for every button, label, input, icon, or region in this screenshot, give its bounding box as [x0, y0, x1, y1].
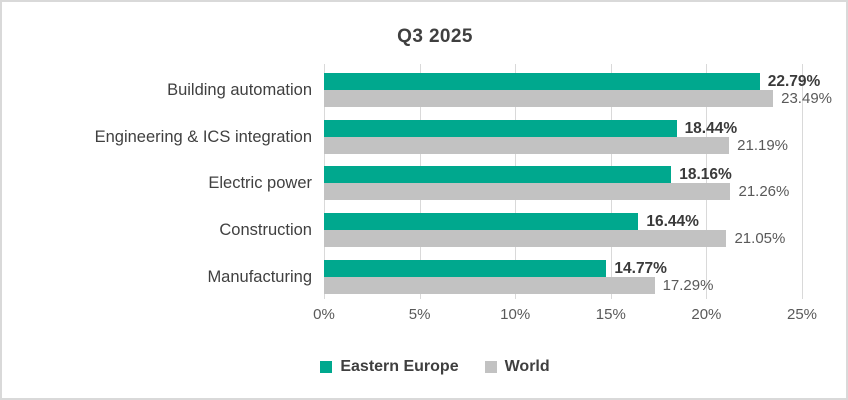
legend-label: World — [504, 358, 550, 375]
bar-eastern-europe — [324, 259, 607, 277]
value-label-eastern-europe: 14.77% — [614, 259, 667, 277]
category-label: Electric power — [208, 174, 312, 193]
bar-eastern-europe — [324, 213, 639, 231]
gridline — [802, 64, 803, 299]
bar-eastern-europe — [324, 73, 760, 90]
category-label: Engineering & ICS integration — [94, 127, 312, 146]
value-label-eastern-europe: 16.44% — [646, 213, 699, 231]
y-axis-category-labels: Building automation Engineering & ICS int… — [2, 2, 312, 398]
bar-world — [324, 183, 731, 201]
legend: Eastern Europe World — [2, 358, 846, 376]
bar-world — [324, 90, 774, 107]
value-label-eastern-europe: 18.44% — [684, 119, 738, 137]
x-axis-tick-label: 5% — [408, 306, 431, 323]
bar-world — [324, 276, 655, 294]
chart-title: Q3 2025 — [397, 26, 473, 47]
x-axis-tick-label: 15% — [595, 306, 626, 323]
category-label: Manufacturing — [207, 267, 312, 286]
legend-swatch-icon — [320, 361, 333, 373]
plot-area: 22.79% 18.44% 18.16% 16.44% 14.77% 23.49% 21.1… — [324, 64, 832, 299]
category-label: Construction — [219, 221, 312, 240]
bar-eastern-europe — [324, 119, 677, 137]
x-axis-tick-label: 10% — [500, 306, 531, 323]
value-label-eastern-europe: 22.79% — [767, 73, 821, 90]
x-axis-tick-label: 20% — [691, 306, 722, 323]
legend-item-world: World — [484, 358, 550, 376]
gridline — [706, 64, 708, 299]
category-label: Building automation — [167, 81, 312, 99]
x-axis-tick-label: 25% — [786, 306, 818, 323]
value-label-world: 23.49% — [781, 90, 832, 107]
legend-item-eastern-europe: Eastern Europe — [320, 358, 459, 376]
legend-swatch-icon — [484, 361, 497, 373]
value-label-eastern-europe: 18.16% — [679, 166, 732, 184]
bar-world — [324, 230, 727, 248]
bar-world — [324, 136, 730, 154]
value-label-world: 17.29% — [662, 276, 714, 294]
value-label-world: 21.26% — [738, 183, 790, 201]
bar-eastern-europe — [324, 166, 672, 184]
x-axis-tick-label: 0% — [313, 306, 335, 323]
legend-label: Eastern Europe — [340, 358, 459, 375]
value-label-world: 21.19% — [737, 136, 789, 154]
value-label-world: 21.05% — [734, 230, 786, 248]
